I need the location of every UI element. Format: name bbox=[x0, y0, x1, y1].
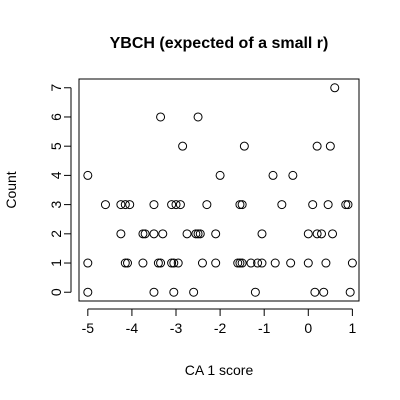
data-point bbox=[271, 259, 279, 267]
data-point bbox=[183, 230, 191, 238]
data-point bbox=[101, 201, 109, 209]
x-tick-label: 1 bbox=[348, 320, 356, 336]
data-point bbox=[313, 142, 321, 150]
data-point bbox=[117, 230, 125, 238]
data-point bbox=[326, 142, 334, 150]
y-tick-label: 1 bbox=[48, 259, 64, 267]
data-point bbox=[287, 259, 295, 267]
x-axis-label: CA 1 score bbox=[185, 362, 254, 378]
data-point bbox=[304, 259, 312, 267]
data-point bbox=[212, 230, 220, 238]
data-point bbox=[324, 201, 332, 209]
data-point bbox=[258, 230, 266, 238]
data-point bbox=[198, 259, 206, 267]
y-tick-label: 0 bbox=[48, 288, 64, 296]
data-point bbox=[139, 259, 147, 267]
x-tick-label: -4 bbox=[126, 320, 139, 336]
data-point bbox=[269, 171, 277, 179]
data-point bbox=[331, 84, 339, 92]
data-point bbox=[304, 230, 312, 238]
data-point bbox=[84, 288, 92, 296]
data-point bbox=[216, 171, 224, 179]
y-tick-label: 5 bbox=[48, 142, 64, 150]
y-tick-label: 3 bbox=[48, 201, 64, 209]
data-points bbox=[84, 84, 357, 296]
data-point bbox=[150, 230, 158, 238]
data-point bbox=[159, 230, 167, 238]
x-tick-label: 0 bbox=[304, 320, 312, 336]
data-point bbox=[329, 230, 337, 238]
data-point bbox=[203, 201, 211, 209]
data-point bbox=[311, 288, 319, 296]
data-point bbox=[278, 201, 286, 209]
data-point bbox=[212, 259, 220, 267]
x-tick-label: -3 bbox=[170, 320, 183, 336]
data-point bbox=[84, 259, 92, 267]
data-point bbox=[84, 171, 92, 179]
data-point bbox=[346, 288, 354, 296]
data-point bbox=[170, 288, 178, 296]
y-tick-label: 6 bbox=[48, 113, 64, 121]
x-tick-label: -1 bbox=[258, 320, 271, 336]
data-point bbox=[194, 113, 202, 121]
y-tick-label: 4 bbox=[48, 171, 64, 179]
plot-frame bbox=[79, 79, 359, 301]
data-point bbox=[251, 288, 259, 296]
y-axis-label: Count bbox=[3, 171, 19, 208]
data-point bbox=[320, 288, 328, 296]
x-tick-label: -5 bbox=[82, 320, 95, 336]
data-point bbox=[309, 201, 317, 209]
data-point bbox=[150, 201, 158, 209]
data-point bbox=[240, 142, 248, 150]
x-tick-label: -2 bbox=[214, 320, 227, 336]
data-point bbox=[322, 259, 330, 267]
data-point bbox=[179, 142, 187, 150]
y-tick-label: 2 bbox=[48, 230, 64, 238]
data-point bbox=[348, 259, 356, 267]
y-axis: 0 1 2 3 4 5 6 7 bbox=[48, 84, 71, 296]
data-point bbox=[190, 288, 198, 296]
chart-title: YBCH (expected of a small r) bbox=[110, 35, 329, 52]
data-point bbox=[157, 113, 165, 121]
x-axis: -5 -4 -3 -2 -1 0 1 bbox=[82, 309, 357, 336]
y-tick-label: 7 bbox=[48, 84, 64, 92]
data-point bbox=[289, 171, 297, 179]
data-point bbox=[150, 288, 158, 296]
